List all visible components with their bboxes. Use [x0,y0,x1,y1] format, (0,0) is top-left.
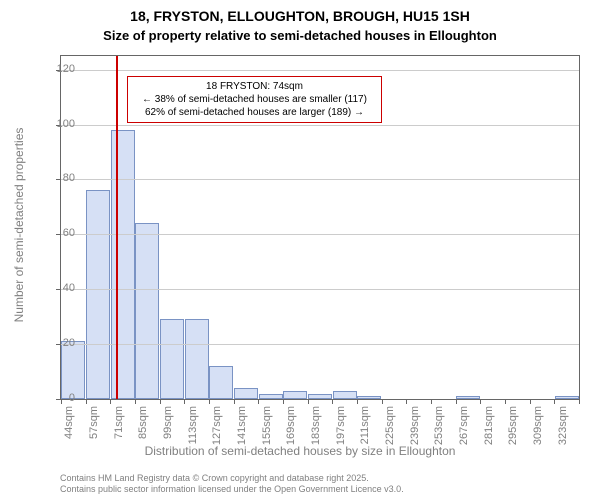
footer: Contains HM Land Registry data © Crown c… [60,473,404,496]
y-tick-label: 40 [45,282,75,294]
x-axis-label: Distribution of semi-detached houses by … [0,444,600,458]
gridline [61,234,579,235]
histogram-bar [283,391,307,399]
x-tick-mark [406,399,407,404]
annotation-box: 18 FRYSTON: 74sqm ← 38% of semi-detached… [127,76,382,123]
x-tick-mark [86,399,87,404]
x-tick-mark [160,399,161,404]
y-axis-label: Number of semi-detached properties [12,128,26,323]
y-tick-label: 0 [45,392,75,404]
histogram-bar [185,319,209,399]
y-tick-label: 100 [45,118,75,130]
x-tick-mark [431,399,432,404]
x-tick-mark [530,399,531,404]
x-tick-mark [308,399,309,404]
y-tick-label: 120 [45,63,75,75]
x-tick-mark [258,399,259,404]
histogram-bar [555,396,579,399]
x-tick-mark [480,399,481,404]
x-tick-mark [234,399,235,404]
x-tick-mark [110,399,111,404]
x-tick-mark [332,399,333,404]
y-tick-label: 60 [45,227,75,239]
annotation-line-1: 18 FRYSTON: 74sqm [134,80,375,93]
x-tick-mark [184,399,185,404]
histogram-bar [234,388,258,399]
histogram-bar [209,366,233,399]
x-tick-mark [135,399,136,404]
x-tick-mark [283,399,284,404]
y-tick-label: 80 [45,172,75,184]
marker-line [116,56,118,399]
x-tick-mark [456,399,457,404]
gridline [61,125,579,126]
gridline [61,179,579,180]
x-tick-mark [505,399,506,404]
footer-line-1: Contains HM Land Registry data © Crown c… [60,473,404,485]
footer-line-2: Contains public sector information licen… [60,484,404,496]
chart-title: 18, FRYSTON, ELLOUGHTON, BROUGH, HU15 1S… [0,8,600,24]
gridline [61,289,579,290]
histogram-bar [308,394,332,399]
histogram-bar [61,341,85,399]
histogram-bar [135,223,159,399]
x-tick-mark [382,399,383,404]
x-tick-mark [357,399,358,404]
gridline [61,344,579,345]
x-tick-mark [554,399,555,404]
histogram-bar [111,130,135,399]
histogram-bar [357,396,381,399]
x-tick-mark [209,399,210,404]
histogram-bar [259,394,283,399]
annotation-line-3: 62% of semi-detached houses are larger (… [134,106,375,119]
chart-subtitle: Size of property relative to semi-detach… [0,28,600,43]
x-tick-mark [579,399,580,404]
histogram-bar [333,391,357,399]
y-tick-label: 20 [45,337,75,349]
gridline [61,70,579,71]
histogram-bar [86,190,110,399]
histogram-bar [456,396,480,399]
plot-area: 18 FRYSTON: 74sqm ← 38% of semi-detached… [60,55,580,400]
histogram-bar [160,319,184,399]
annotation-line-2: ← 38% of semi-detached houses are smalle… [134,93,375,106]
